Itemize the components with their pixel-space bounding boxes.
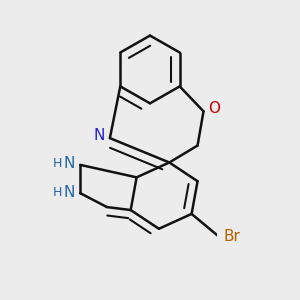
Text: N: N — [64, 156, 75, 171]
Text: H: H — [52, 157, 62, 170]
Text: H: H — [52, 186, 62, 199]
FancyBboxPatch shape — [62, 158, 76, 169]
FancyBboxPatch shape — [62, 187, 76, 198]
Text: Br: Br — [223, 229, 240, 244]
Text: O: O — [208, 101, 220, 116]
FancyBboxPatch shape — [217, 230, 247, 242]
Text: N: N — [93, 128, 105, 143]
FancyBboxPatch shape — [207, 103, 220, 114]
Text: N: N — [64, 185, 75, 200]
FancyBboxPatch shape — [92, 130, 106, 141]
